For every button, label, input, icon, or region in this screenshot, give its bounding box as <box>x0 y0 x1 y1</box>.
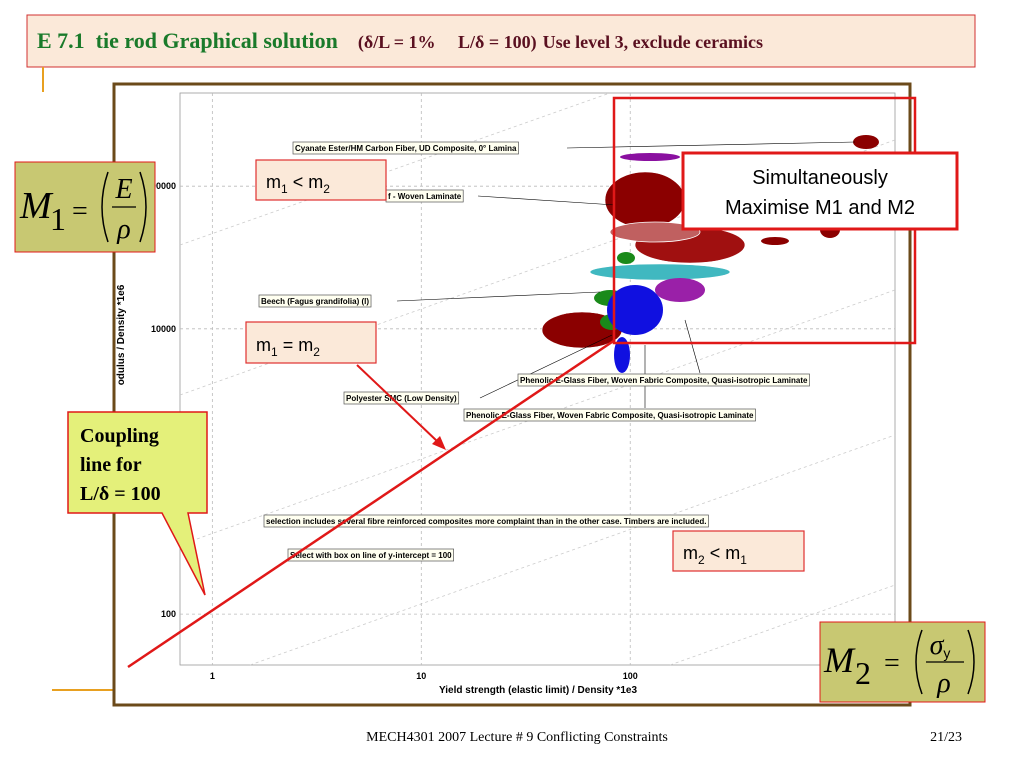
title-main: E 7.1 tie rod Graphical solution <box>37 28 338 53</box>
callout-line: L/δ = 100 <box>80 483 161 505</box>
formula-num: E <box>114 174 132 205</box>
x-tick-label: 1 <box>210 671 215 681</box>
y-tick-label: 10000 <box>151 324 176 334</box>
bubble <box>853 135 879 149</box>
chart-label-box <box>292 141 519 155</box>
chart-label: Cyanate Ester/HM Carbon Fiber, UD Compos… <box>295 144 517 153</box>
callout-line: Simultaneously <box>752 167 888 189</box>
subscript: 2 <box>323 182 330 196</box>
callout-box <box>245 321 377 364</box>
chart-label: Beech (Fagus grandifolia) (l) <box>261 297 369 306</box>
y-tick-label: 100000 <box>146 181 176 191</box>
leader <box>477 195 616 206</box>
material-bubbles <box>541 135 879 373</box>
bubble <box>607 285 663 335</box>
callout-text: m1 = m2 <box>256 335 320 359</box>
formula-symbol: M <box>823 640 856 680</box>
leader <box>479 334 613 399</box>
formula-m1: M 1 = E ρ <box>19 171 147 245</box>
callout-box <box>681 151 959 231</box>
subscript: 2 <box>698 553 705 567</box>
chart-label: Select with box on line of y-intercept =… <box>290 551 452 560</box>
bubble <box>617 252 635 264</box>
leaders <box>396 141 856 408</box>
formula-den: ρ <box>936 668 950 699</box>
y-axis-label: odulus / Density *1e6 <box>116 284 127 385</box>
callout-part: m <box>266 172 281 192</box>
chart-label-box <box>287 548 454 562</box>
bubble <box>620 153 680 161</box>
chart-label: Phenolic E-Glass Fiber, Woven Fabric Com… <box>520 376 808 385</box>
callout-part: = m <box>278 335 314 355</box>
chart-label-box <box>463 408 756 422</box>
callout-line: line for <box>80 454 142 476</box>
leader <box>396 291 601 302</box>
callout-text: m2 < m1 <box>683 543 747 567</box>
formula-index: 2 <box>855 655 871 691</box>
sigma-sub: y <box>943 645 950 661</box>
formula-index: 1 <box>50 201 66 237</box>
subscript: 1 <box>281 182 288 196</box>
title-box <box>26 14 976 68</box>
bubble <box>609 221 701 243</box>
bubble <box>604 171 686 229</box>
guide-line <box>179 92 611 246</box>
y-tick-label: 100 <box>161 609 176 619</box>
bubble <box>614 337 630 373</box>
guide-line <box>669 584 896 666</box>
title-note: Use level 3, exclude ceramics <box>543 32 763 52</box>
guide-line <box>249 434 896 666</box>
callout-line: Maximise M1 and M2 <box>725 197 915 219</box>
callout-text: m1 < m2 <box>266 172 330 196</box>
chart-label: f - Woven Laminate <box>388 192 462 201</box>
bubble <box>589 263 731 281</box>
chart-label-box <box>263 514 709 528</box>
subscript: 1 <box>271 345 278 359</box>
chart-label: Polyester SMC (Low Density) <box>346 394 457 403</box>
x-tick-label: 10 <box>416 671 426 681</box>
callout-part: < m <box>705 543 741 563</box>
formula-m2: M 2 = σy ρ <box>823 629 975 699</box>
formula-eq: = <box>72 196 88 227</box>
chart-label-box <box>258 294 372 308</box>
callout-box <box>255 159 387 201</box>
subscript: 1 <box>740 553 747 567</box>
x-tick-label: 100 <box>623 671 638 681</box>
title-condition: (δ/L = 1% L/δ = 100) <box>358 32 537 53</box>
callout-line: Coupling <box>80 425 159 447</box>
chart-labels: Cyanate Ester/HM Carbon Fiber, UD Compos… <box>258 141 810 562</box>
coupling-line <box>127 338 616 669</box>
formula-num: σy <box>930 630 951 661</box>
formula-den: ρ <box>116 214 130 245</box>
callout-box <box>672 530 805 572</box>
formula-symbol: M <box>19 185 54 227</box>
formula-eq: = <box>884 648 900 679</box>
chart-label: selection includes several fibre reinfor… <box>266 517 706 526</box>
arrow <box>356 364 439 443</box>
x-axis-label: Yield strength (elastic limit) / Density… <box>439 685 637 696</box>
footer-course: MECH4301 2007 Lecture # 9 Conflicting Co… <box>366 730 668 745</box>
arrow-head <box>432 436 446 450</box>
chart-label-box <box>517 373 810 387</box>
callout-part: < m <box>288 172 324 192</box>
paren <box>101 171 147 243</box>
chart-label-box <box>343 391 460 405</box>
title: E 7.1 tie rod Graphical solution (δ/L = 1… <box>37 28 763 53</box>
bubble <box>761 237 789 245</box>
bubble <box>655 278 705 302</box>
speech-bubble <box>67 411 208 596</box>
leader <box>684 319 701 374</box>
page-number: 21/23 <box>930 730 962 745</box>
chart-label: Phenolic E-Glass Fiber, Woven Fabric Com… <box>466 411 754 420</box>
subscript: 2 <box>313 345 320 359</box>
paren <box>915 629 975 695</box>
callout-part: m <box>683 543 698 563</box>
sigma: σ <box>930 630 945 661</box>
callout-part: m <box>256 335 271 355</box>
